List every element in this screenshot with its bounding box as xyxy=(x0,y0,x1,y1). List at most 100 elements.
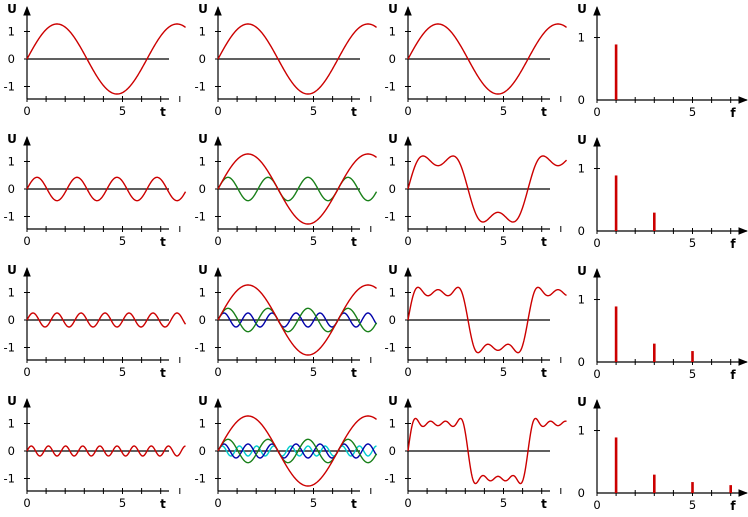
voltage-axis-label: U xyxy=(7,132,17,146)
amplitude-axis-label: U xyxy=(577,2,587,16)
y-tick-label: -1 xyxy=(195,80,206,94)
y-tick-label: 0 xyxy=(578,486,585,500)
y-tick-label: 0 xyxy=(8,313,15,327)
harmonic-5-trace xyxy=(26,312,187,328)
y-tick-label: -1 xyxy=(385,80,396,94)
y-tick-label: 0 xyxy=(199,52,206,66)
y-tick-label: 0 xyxy=(8,182,15,196)
x-tick-label: 0 xyxy=(593,236,600,250)
y-tick-label: -1 xyxy=(385,210,396,224)
harmonic-3-trace xyxy=(217,438,378,464)
partial-sum-trace xyxy=(407,286,567,354)
harmonic-5-trace xyxy=(217,312,378,328)
y-tick-label: 0 xyxy=(8,52,15,66)
x-tick-label: 5 xyxy=(500,496,507,510)
frequency-axis-label: f xyxy=(730,237,736,251)
panel-partial-sum: 1 0 -1 0 5 t U xyxy=(385,132,568,249)
y-tick-label: 1 xyxy=(578,293,585,307)
panel-partial-sum: 1 0 -1 0 5 t U xyxy=(385,2,567,119)
panel-partial-sum: 1 0 -1 0 5 t U xyxy=(385,263,567,380)
x-tick-label: 0 xyxy=(404,234,411,248)
partial-sum-trace xyxy=(407,23,567,95)
time-axis-label: t xyxy=(351,497,357,511)
x-tick-label: 5 xyxy=(119,234,126,248)
x-tick-label: 5 xyxy=(689,367,696,381)
time-axis-label: t xyxy=(160,497,166,511)
frequency-axis-label: f xyxy=(730,106,736,120)
voltage-axis-label: U xyxy=(198,2,208,16)
y-tick-label: 0 xyxy=(389,444,396,458)
y-tick-label: 0 xyxy=(389,52,396,66)
x-tick-label: 5 xyxy=(689,498,696,512)
y-tick-label: 0 xyxy=(199,313,206,327)
y-tick-label: 1 xyxy=(389,417,396,431)
x-tick-label: 5 xyxy=(689,236,696,250)
y-tick-label: -1 xyxy=(4,472,15,486)
frequency-axis-label: f xyxy=(730,499,736,513)
x-tick-label: 0 xyxy=(23,104,30,118)
x-tick-label: 0 xyxy=(404,104,411,118)
voltage-axis-label: U xyxy=(198,394,208,408)
x-tick-label: 5 xyxy=(500,365,507,379)
y-tick-label: 1 xyxy=(199,155,206,169)
harmonic-1-trace xyxy=(217,284,377,356)
harmonic-7-trace xyxy=(26,445,186,457)
panel-partial-sum: 1 0 -1 0 5 t U xyxy=(385,394,567,511)
harmonic-3-trace xyxy=(217,176,378,202)
x-tick-label: 5 xyxy=(310,104,317,118)
panel-harmonics-overlay: 1 0 -1 0 5 t U xyxy=(195,2,377,119)
x-tick-label: 5 xyxy=(119,496,126,510)
voltage-axis-label: U xyxy=(198,132,208,146)
x-tick-label: 0 xyxy=(214,104,221,118)
x-tick-label: 0 xyxy=(404,365,411,379)
harmonic-1-trace xyxy=(217,415,377,487)
y-tick-label: 1 xyxy=(199,286,206,300)
y-tick-label: 1 xyxy=(199,25,206,39)
x-tick-label: 0 xyxy=(593,498,600,512)
time-axis-label: t xyxy=(351,366,357,380)
x-tick-label: 0 xyxy=(23,234,30,248)
y-tick-label: 1 xyxy=(8,417,15,431)
y-tick-label: -1 xyxy=(4,210,15,224)
voltage-axis-label: U xyxy=(388,394,398,408)
panel-spectrum: 1 00 5 f U xyxy=(577,133,748,251)
y-tick-label: 0 xyxy=(389,313,396,327)
y-tick-label: -1 xyxy=(385,341,396,355)
panel-single-harmonic: 1 0 -1 0 5 t U xyxy=(4,132,187,249)
amplitude-axis-label: U xyxy=(577,133,587,147)
y-tick-label: 1 xyxy=(8,25,15,39)
panel-harmonics-overlay: 1 0 -1 0 5 t U xyxy=(195,132,378,249)
time-axis-label: t xyxy=(160,235,166,249)
x-tick-label: 5 xyxy=(310,234,317,248)
voltage-axis-label: U xyxy=(7,394,17,408)
y-tick-label: 0 xyxy=(199,444,206,458)
time-axis-label: t xyxy=(541,235,547,249)
x-tick-label: 0 xyxy=(214,234,221,248)
panel-spectrum: 1 00 5 f U xyxy=(577,395,748,513)
y-tick-label: 0 xyxy=(578,224,585,238)
y-tick-label: 0 xyxy=(578,93,585,107)
y-tick-label: 1 xyxy=(199,417,206,431)
voltage-axis-label: U xyxy=(388,263,398,277)
y-tick-label: 1 xyxy=(389,286,396,300)
x-tick-label: 5 xyxy=(119,365,126,379)
harmonic-1-trace xyxy=(217,23,377,95)
frequency-axis-label: f xyxy=(730,368,736,382)
panel-harmonics-overlay: 1 0 -1 0 5 t U xyxy=(195,394,378,511)
x-tick-label: 0 xyxy=(23,496,30,510)
x-tick-label: 5 xyxy=(310,496,317,510)
y-tick-label: 1 xyxy=(8,155,15,169)
amplitude-axis-label: U xyxy=(577,395,587,409)
time-axis-label: t xyxy=(541,105,547,119)
voltage-axis-label: U xyxy=(388,132,398,146)
y-tick-label: -1 xyxy=(195,472,206,486)
time-axis-label: t xyxy=(351,235,357,249)
amplitude-axis-label: U xyxy=(577,264,587,278)
y-tick-label: 1 xyxy=(578,31,585,45)
x-tick-label: 5 xyxy=(689,105,696,119)
voltage-axis-label: U xyxy=(7,2,17,16)
y-tick-label: -1 xyxy=(385,472,396,486)
